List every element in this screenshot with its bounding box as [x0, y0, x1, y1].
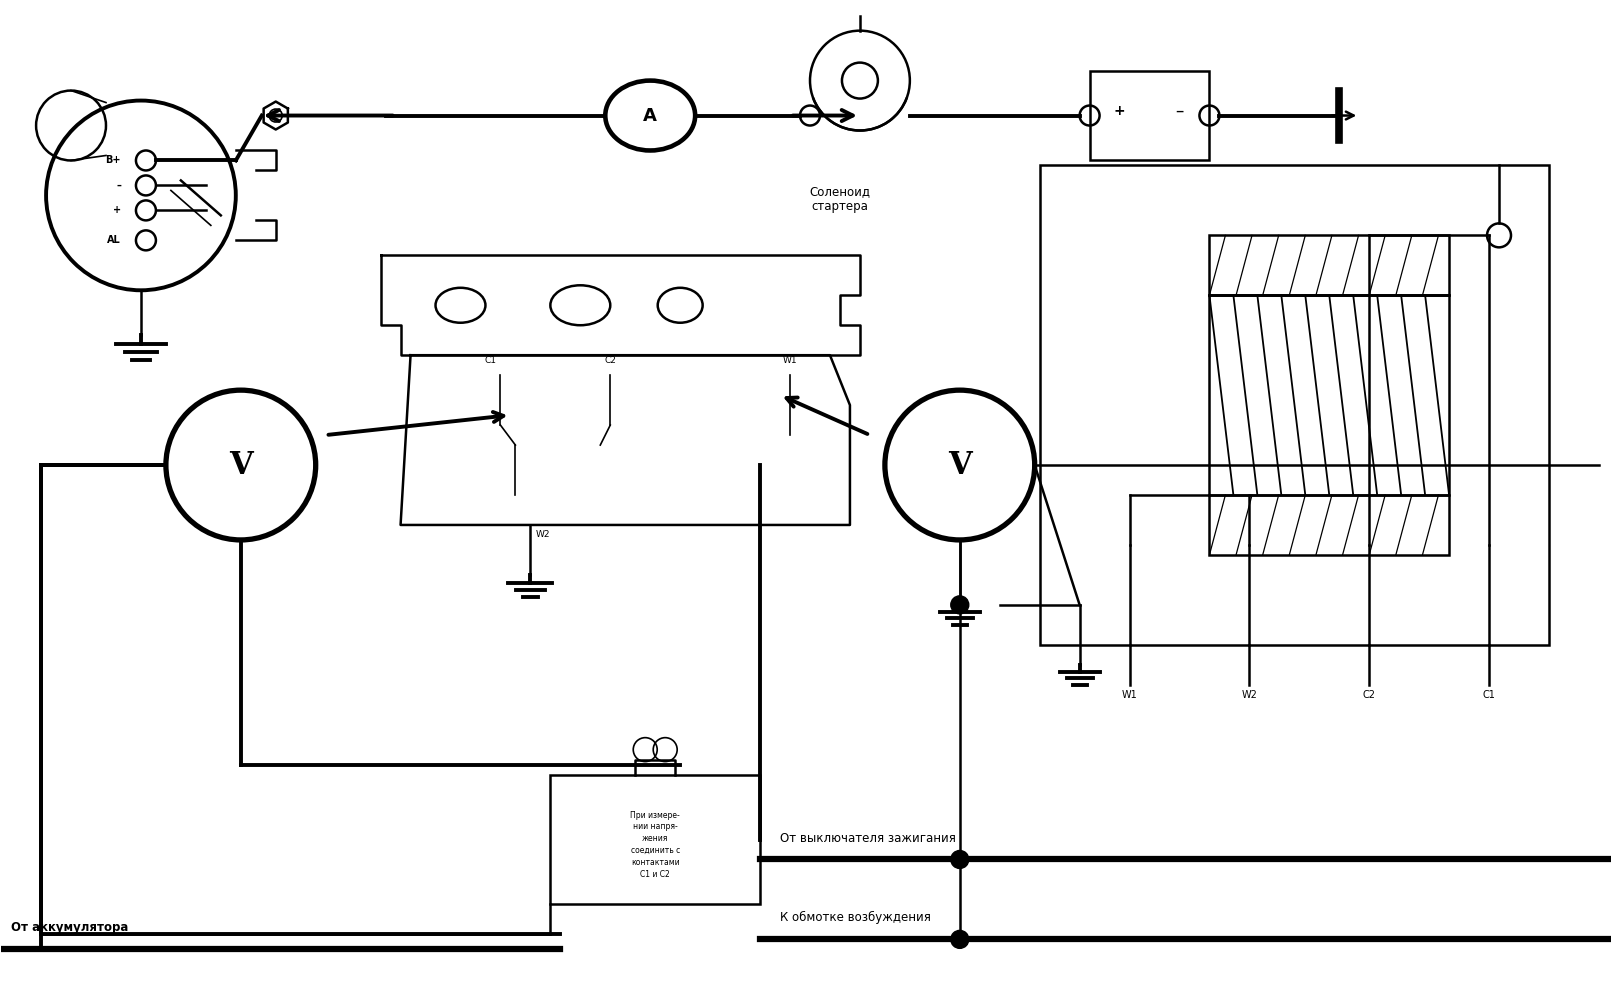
Circle shape: [951, 596, 969, 614]
Bar: [1209, 296, 1449, 495]
Circle shape: [951, 850, 969, 869]
Text: AL: AL: [108, 235, 121, 245]
Text: B+: B+: [105, 156, 121, 165]
Bar: [1209, 495, 1449, 555]
Text: –: –: [1175, 101, 1183, 119]
Text: –: –: [116, 180, 121, 190]
Bar: [550, 774, 761, 904]
Text: C2: C2: [1362, 690, 1375, 699]
Text: К обмотке возбуждения: К обмотке возбуждения: [780, 911, 930, 924]
Text: От выключателя зажигания: От выключателя зажигания: [780, 831, 956, 844]
Bar: [1090, 71, 1209, 161]
Text: C1: C1: [485, 357, 496, 365]
Text: W1: W1: [783, 357, 798, 365]
Text: C1: C1: [1483, 690, 1496, 699]
Circle shape: [951, 931, 969, 949]
Text: A: A: [643, 106, 658, 124]
Text: W2: W2: [535, 530, 550, 539]
Text: V: V: [948, 449, 972, 481]
Text: От аккумулятора: От аккумулятора: [11, 921, 129, 935]
Bar: [1040, 165, 1549, 645]
Text: V: V: [229, 449, 253, 481]
Text: W1: W1: [1122, 690, 1138, 699]
Text: W2: W2: [1241, 690, 1257, 699]
Bar: [1209, 235, 1449, 296]
Text: +: +: [113, 206, 121, 216]
Text: +: +: [1114, 103, 1125, 117]
Text: C2: C2: [604, 357, 616, 365]
Text: Соленоид
стартера: Соленоид стартера: [809, 185, 870, 214]
Text: При измере-
нии напря-
жения
соединить с
контактами
С1 и С2: При измере- нии напря- жения соединить с…: [630, 811, 680, 879]
